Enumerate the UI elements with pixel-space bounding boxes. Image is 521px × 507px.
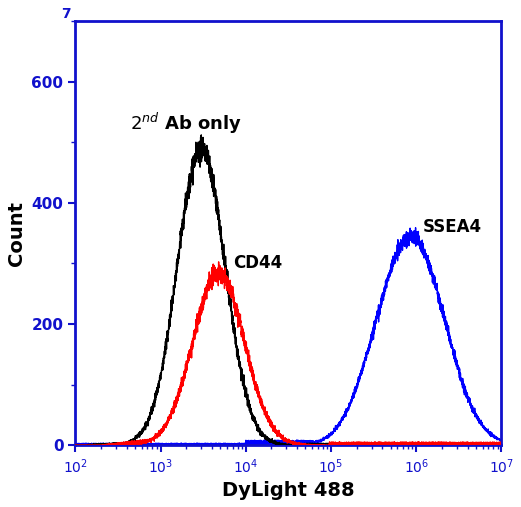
X-axis label: DyLight 488: DyLight 488 [222, 481, 355, 500]
Text: $2^{nd}$ Ab only: $2^{nd}$ Ab only [130, 111, 242, 136]
Y-axis label: Count: Count [7, 201, 26, 266]
Text: CD44: CD44 [233, 255, 282, 272]
Text: 7: 7 [61, 7, 71, 21]
Text: SSEA4: SSEA4 [423, 218, 482, 236]
